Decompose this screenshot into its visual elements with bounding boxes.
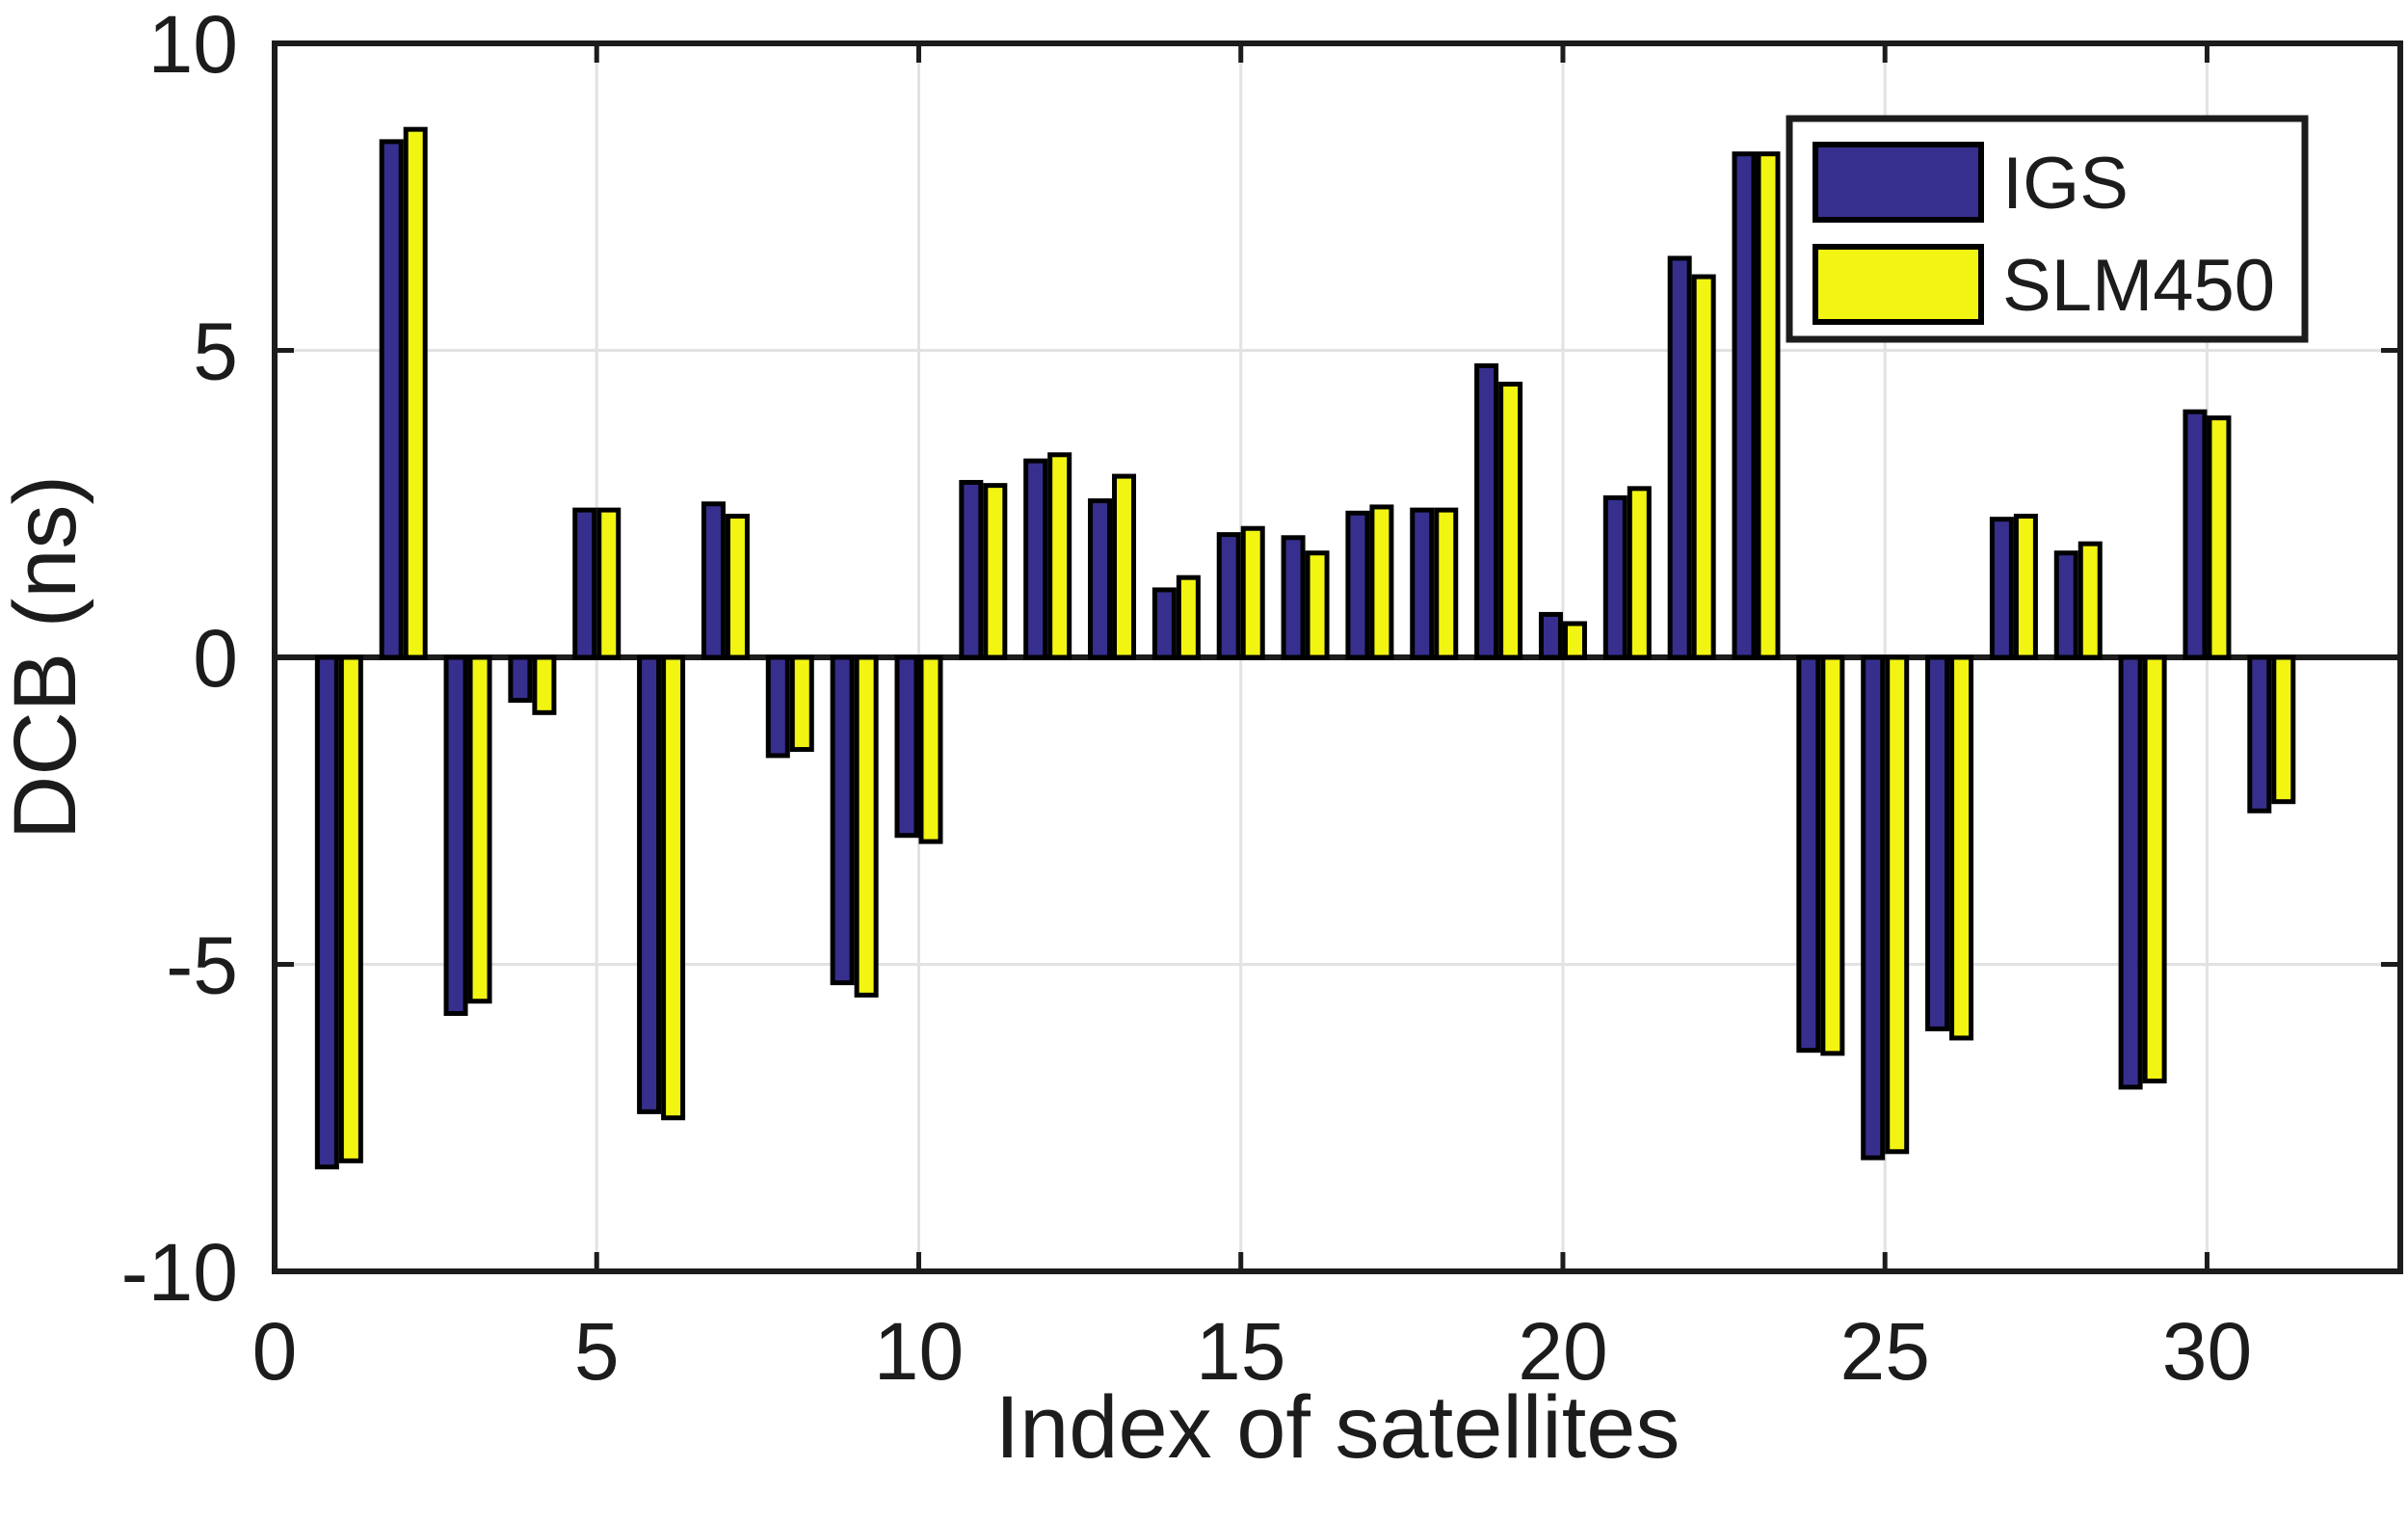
bar-igs-sat28 bbox=[2053, 550, 2078, 660]
bar-slm450-sat6 bbox=[661, 654, 686, 1121]
legend-label-igs: IGS bbox=[2002, 143, 2129, 225]
bar-slm450-sat20 bbox=[1562, 621, 1587, 660]
bar-igs-sat12 bbox=[1023, 458, 1048, 660]
x-tick-label: 25 bbox=[1839, 1306, 1929, 1397]
bar-igs-sat1 bbox=[314, 654, 339, 1170]
bar-slm450-sat15 bbox=[1240, 525, 1265, 660]
bar-igs-sat13 bbox=[1088, 498, 1113, 660]
bar-igs-sat15 bbox=[1216, 532, 1241, 660]
bar-igs-sat11 bbox=[959, 479, 984, 660]
bar-slm450-sat31 bbox=[2271, 654, 2296, 805]
bar-slm450-sat22 bbox=[1691, 274, 1716, 660]
y-tick-label: 5 bbox=[193, 307, 238, 397]
bar-slm450-sat4 bbox=[532, 654, 557, 715]
legend-label-slm450: SLM450 bbox=[2002, 245, 2275, 327]
legend-swatch-slm450 bbox=[1813, 244, 1984, 325]
bar-igs-sat27 bbox=[1989, 517, 2014, 660]
bar-slm450-sat11 bbox=[983, 483, 1008, 660]
bar-igs-sat8 bbox=[765, 654, 790, 759]
bar-slm450-sat3 bbox=[467, 654, 492, 1004]
x-axis-label: Index of satellites bbox=[995, 1378, 1680, 1477]
bar-slm450-sat30 bbox=[2207, 415, 2232, 660]
legend-swatch-igs bbox=[1813, 142, 1984, 223]
bar-slm450-sat5 bbox=[596, 507, 622, 660]
bar-slm450-sat21 bbox=[1627, 486, 1652, 660]
x-tick-label: 15 bbox=[1196, 1306, 1285, 1397]
bar-slm450-sat23 bbox=[1756, 151, 1781, 660]
x-tick-label: 10 bbox=[874, 1306, 964, 1397]
x-tick-labels: 0 5 10 15 20 25 30 bbox=[252, 1306, 2253, 1397]
bar-igs-sat29 bbox=[2118, 654, 2143, 1090]
bar-igs-sat14 bbox=[1151, 587, 1177, 660]
y-tick-label: 0 bbox=[193, 613, 238, 704]
bar-slm450-sat19 bbox=[1498, 382, 1523, 660]
legend: IGS SLM450 bbox=[1786, 115, 2309, 343]
bar-slm450-sat27 bbox=[2013, 513, 2038, 660]
bar-igs-sat9 bbox=[830, 654, 855, 986]
bar-igs-sat2 bbox=[379, 139, 404, 660]
bar-igs-sat4 bbox=[508, 654, 533, 704]
bars-layer bbox=[314, 126, 2296, 1170]
bar-igs-sat18 bbox=[1410, 507, 1435, 660]
bar-igs-sat30 bbox=[2183, 409, 2208, 660]
bar-slm450-sat7 bbox=[725, 513, 750, 660]
bar-slm450-sat17 bbox=[1369, 504, 1394, 660]
bar-slm450-sat1 bbox=[338, 654, 363, 1163]
bar-slm450-sat25 bbox=[1885, 654, 1910, 1155]
bar-igs-sat3 bbox=[443, 654, 468, 1016]
bar-igs-sat22 bbox=[1667, 255, 1692, 660]
bar-slm450-sat24 bbox=[1820, 654, 1845, 1056]
x-tick-label: 0 bbox=[252, 1306, 298, 1397]
bar-igs-sat16 bbox=[1281, 535, 1306, 660]
bar-igs-sat17 bbox=[1345, 510, 1370, 660]
bar-igs-sat31 bbox=[2247, 654, 2272, 814]
bar-slm450-sat9 bbox=[854, 654, 879, 998]
bar-igs-sat7 bbox=[701, 501, 726, 660]
plot-border bbox=[272, 40, 2403, 1274]
bar-igs-sat6 bbox=[637, 654, 662, 1114]
bar-slm450-sat29 bbox=[2142, 654, 2167, 1084]
bar-slm450-sat13 bbox=[1112, 473, 1137, 660]
bar-igs-sat26 bbox=[1925, 654, 1950, 1031]
bar-igs-sat21 bbox=[1602, 494, 1627, 660]
bar-igs-sat23 bbox=[1732, 151, 1757, 660]
y-tick-label: 10 bbox=[148, 0, 238, 90]
y-tick-labels: -10 -5 0 5 10 bbox=[121, 0, 238, 1318]
bar-slm450-sat10 bbox=[918, 654, 943, 844]
x-tick-label: 30 bbox=[2162, 1306, 2252, 1397]
bar-slm450-sat18 bbox=[1434, 507, 1459, 660]
bar-slm450-sat8 bbox=[789, 654, 814, 753]
bar-igs-sat10 bbox=[894, 654, 919, 839]
y-axis-label: DCB (ns) bbox=[0, 475, 94, 840]
bar-igs-sat24 bbox=[1796, 654, 1821, 1054]
bar-slm450-sat26 bbox=[1949, 654, 1974, 1041]
bar-slm450-sat28 bbox=[2077, 541, 2103, 660]
bar-slm450-sat16 bbox=[1305, 550, 1330, 660]
y-tick-label: -10 bbox=[121, 1227, 238, 1318]
y-tick-label: -5 bbox=[166, 921, 238, 1011]
bar-igs-sat19 bbox=[1474, 362, 1499, 660]
bar-slm450-sat2 bbox=[403, 126, 428, 660]
bar-igs-sat20 bbox=[1538, 611, 1563, 660]
x-tick-label: 5 bbox=[574, 1306, 620, 1397]
bar-igs-sat5 bbox=[572, 507, 597, 660]
bar-slm450-sat12 bbox=[1047, 452, 1072, 660]
bar-slm450-sat14 bbox=[1176, 574, 1201, 660]
x-tick-label: 20 bbox=[1518, 1306, 1607, 1397]
bar-igs-sat25 bbox=[1861, 654, 1886, 1161]
